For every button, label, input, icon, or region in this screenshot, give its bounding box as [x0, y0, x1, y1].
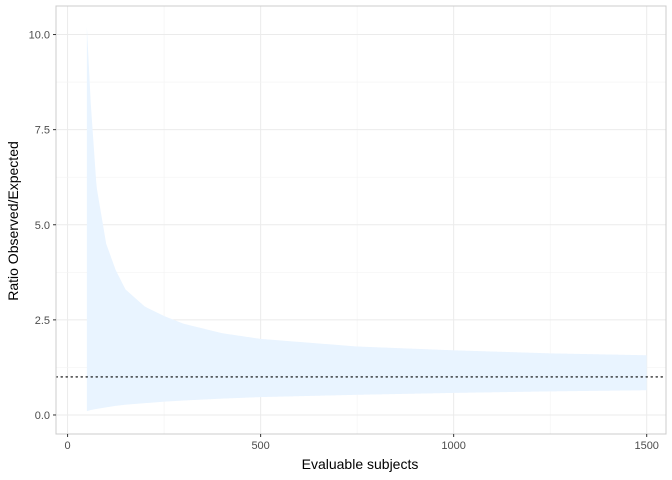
- y-tick-label: 0.0: [35, 410, 50, 422]
- y-tick-label: 2.5: [35, 315, 50, 327]
- panel-border-layer: [55, 5, 667, 435]
- axis-ticks-layer: 0 500 1000 1500 0.0 2.5 5.0 7.5 10.0: [29, 30, 659, 452]
- y-tick-label: 5.0: [35, 220, 50, 232]
- band-layer: [86, 26, 647, 412]
- y-tick-label: 10.0: [29, 30, 50, 42]
- y-axis-title: Ratio Observed/Expected: [5, 141, 21, 301]
- confidence-band: [86, 26, 647, 412]
- x-tick-label: 0: [65, 440, 71, 452]
- x-tick-label: 1000: [441, 440, 465, 452]
- x-tick-label: 500: [251, 440, 269, 452]
- x-tick-label: 1500: [634, 440, 658, 452]
- x-axis-title: Evaluable subjects: [302, 456, 419, 472]
- grid-layer: [56, 6, 666, 434]
- panel-border: [55, 5, 667, 435]
- y-tick-label: 7.5: [35, 125, 50, 137]
